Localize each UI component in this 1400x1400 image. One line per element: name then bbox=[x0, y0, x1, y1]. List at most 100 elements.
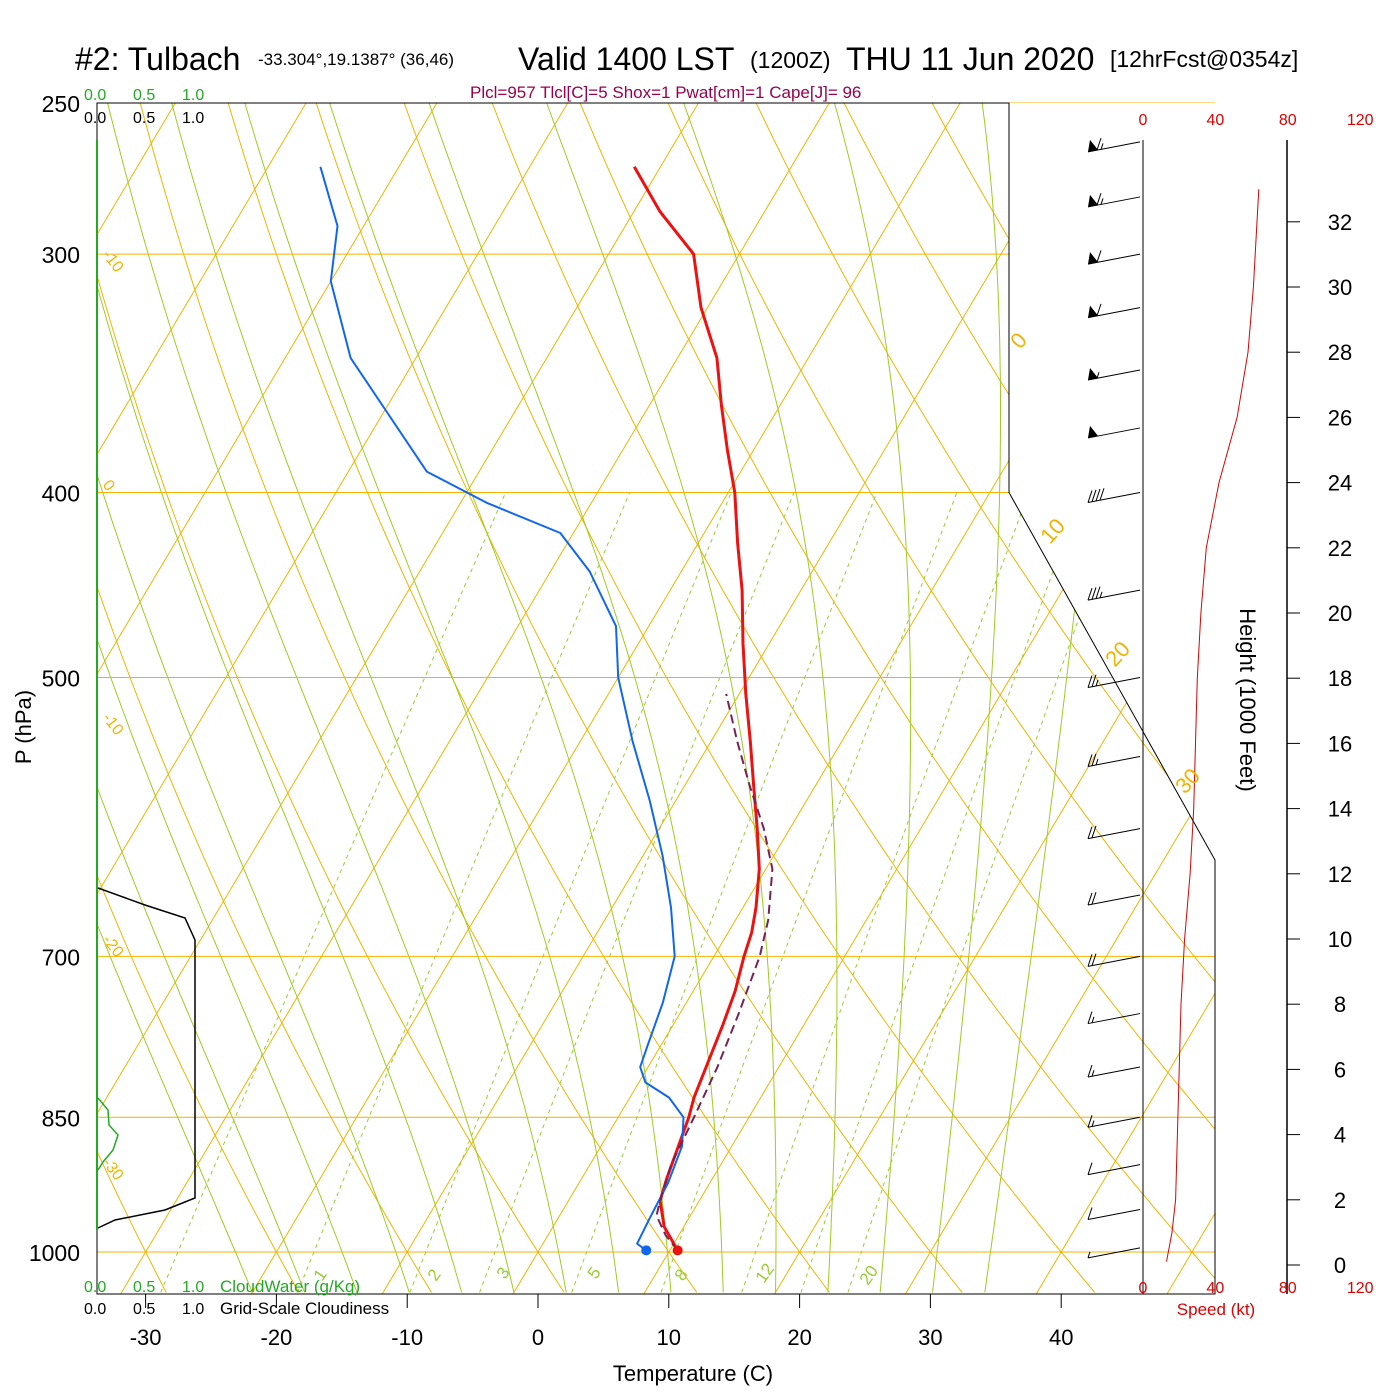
x-tick-label: 20 bbox=[787, 1325, 811, 1350]
y-tick-label: 1000 bbox=[29, 1240, 80, 1266]
x-axis-title: Temperature (C) bbox=[613, 1361, 773, 1386]
cloudwater-label: CloudWater (g/Kg) bbox=[220, 1277, 360, 1296]
isotherm-line bbox=[97, 103, 699, 1115]
wind-barb-flag bbox=[1088, 305, 1098, 318]
wind-barb-full bbox=[1095, 586, 1101, 599]
wind-barb-full bbox=[1091, 753, 1097, 766]
wind-barb-full bbox=[1099, 488, 1105, 501]
wind-barb-full bbox=[1087, 954, 1093, 967]
wind-barbs bbox=[1087, 137, 1141, 1259]
moist-adiabat-line bbox=[683, 103, 838, 1293]
moist-adiabat-line bbox=[97, 284, 463, 1293]
wind-barb-full bbox=[1095, 488, 1101, 502]
dry-adiabat-line bbox=[667, 103, 1215, 983]
x-tick-label: 10 bbox=[657, 1325, 681, 1350]
x-tick-label: -20 bbox=[261, 1325, 293, 1350]
wind-barb-half bbox=[1087, 1251, 1091, 1259]
chart-title-forecast: [12hrFcst@0354z] bbox=[1110, 46, 1298, 72]
plot-frame bbox=[96, 102, 1216, 1295]
moist-adiabat-line bbox=[107, 103, 515, 1293]
height-tick-label: 8 bbox=[1334, 992, 1346, 1017]
isotherm-label: -10 bbox=[99, 247, 127, 276]
speed-tick-label-bottom: 40 bbox=[1207, 1280, 1225, 1297]
moist-adiabat-line bbox=[546, 103, 777, 1293]
cloudiness-tick-top-1: 0.5 bbox=[133, 110, 155, 127]
wind-barb-full bbox=[1091, 825, 1097, 839]
wind-barb-full bbox=[1087, 1064, 1093, 1078]
wind-barb-full bbox=[1096, 303, 1102, 317]
speed-axis-title: Speed (kt) bbox=[1177, 1300, 1255, 1319]
wind-barb-full bbox=[1091, 587, 1097, 600]
wind-barb-flag bbox=[1088, 194, 1098, 207]
x-tick-label: 40 bbox=[1049, 1325, 1073, 1350]
wind-barb-full bbox=[1096, 193, 1102, 206]
wind-barb-flag bbox=[1088, 252, 1098, 265]
wind-barb-half bbox=[1100, 143, 1104, 150]
height-tick-label: 2 bbox=[1334, 1188, 1346, 1213]
isotherm-line bbox=[120, 103, 830, 1294]
cloudiness-tick-top-0: 0.0 bbox=[84, 110, 106, 127]
wind-barb-staff bbox=[1087, 307, 1141, 319]
dry-adiabat-line bbox=[491, 103, 1215, 1280]
wind-barb-flag bbox=[1088, 139, 1098, 152]
wind-barb-staff bbox=[1087, 492, 1141, 504]
dry-adiabat-line bbox=[97, 1150, 167, 1293]
speed-tick-label-top: 40 bbox=[1207, 112, 1225, 129]
wind-barb-full bbox=[1087, 490, 1093, 503]
temperature-line bbox=[632, 166, 761, 1252]
surface-dewpoint-marker bbox=[641, 1245, 652, 1256]
wind-barb-full bbox=[1087, 1162, 1093, 1175]
frame-layer bbox=[96, 102, 1300, 1308]
x-tick-label: -30 bbox=[130, 1325, 162, 1350]
moist-adiabat-line bbox=[171, 103, 567, 1293]
mixing-ratio-label: 12 bbox=[752, 1260, 778, 1286]
height-tick-label: 6 bbox=[1334, 1057, 1346, 1082]
speed-tick-label-bottom: 0 bbox=[1139, 1280, 1148, 1297]
wind-barb-full bbox=[1087, 892, 1093, 906]
moist-adiabat-line bbox=[428, 103, 724, 1293]
height-tick-label: 16 bbox=[1328, 731, 1352, 756]
wind-barb-full bbox=[1087, 1115, 1093, 1128]
height-tick-label: 28 bbox=[1328, 340, 1352, 365]
moist-adiabat-line bbox=[97, 637, 358, 1293]
cloudiness-label: Grid-Scale Cloudiness bbox=[220, 1299, 389, 1318]
height-tick-label: 24 bbox=[1328, 471, 1352, 496]
chart-title-date: THU 11 Jun 2020 bbox=[846, 41, 1094, 77]
height-tick-label: 20 bbox=[1328, 601, 1352, 626]
height-tick-label: 26 bbox=[1328, 405, 1352, 430]
wind-barb-full bbox=[1091, 892, 1097, 905]
wind-barb-full bbox=[1087, 826, 1093, 839]
wind-barb-half bbox=[1091, 1070, 1095, 1077]
mixing-ratio-label: 2 bbox=[424, 1266, 445, 1285]
wind-barb-staff bbox=[1087, 253, 1141, 265]
dry-adiabat-line bbox=[97, 273, 565, 1293]
moist-adiabat-line bbox=[97, 922, 253, 1293]
y-tick-label: 850 bbox=[42, 1105, 80, 1131]
height-tick-label: 12 bbox=[1328, 862, 1352, 887]
x-tick-label: 0 bbox=[532, 1325, 544, 1350]
y-axis-title: P (hPa) bbox=[11, 690, 36, 764]
cloudwater-tick-top-2: 1.0 bbox=[182, 87, 204, 104]
wind-barb-staff bbox=[1087, 141, 1141, 153]
wind-barb-staff bbox=[1087, 1116, 1141, 1128]
cloudwater-tick-bottom-1: 0.5 bbox=[133, 1279, 155, 1296]
data-layer bbox=[97, 137, 1260, 1262]
speed-tick-label-bottom: 120 bbox=[1347, 1280, 1374, 1297]
series-clip-group bbox=[319, 166, 774, 1252]
wind-speed-profile bbox=[1166, 189, 1260, 1262]
wind-barb-flag bbox=[1088, 425, 1098, 438]
grid-layer bbox=[97, 102, 1220, 1294]
wind-barb-staff bbox=[1087, 427, 1141, 439]
y-tick-label: 700 bbox=[42, 944, 80, 970]
chart-title-utc: (1200Z) bbox=[750, 47, 831, 73]
wind-barb-staff bbox=[1087, 955, 1141, 967]
surface-temperature-marker bbox=[672, 1245, 683, 1256]
isotherm-line bbox=[250, 103, 961, 1294]
moist-adiabat-line bbox=[329, 103, 672, 1293]
wind-barb-full bbox=[1096, 250, 1102, 263]
y-tick-label: 300 bbox=[42, 242, 80, 268]
dry-adiabat-line bbox=[1195, 103, 1215, 134]
cloudiness-tick-bottom-2: 1.0 bbox=[182, 1301, 204, 1318]
height-tick-label: 32 bbox=[1328, 210, 1352, 235]
